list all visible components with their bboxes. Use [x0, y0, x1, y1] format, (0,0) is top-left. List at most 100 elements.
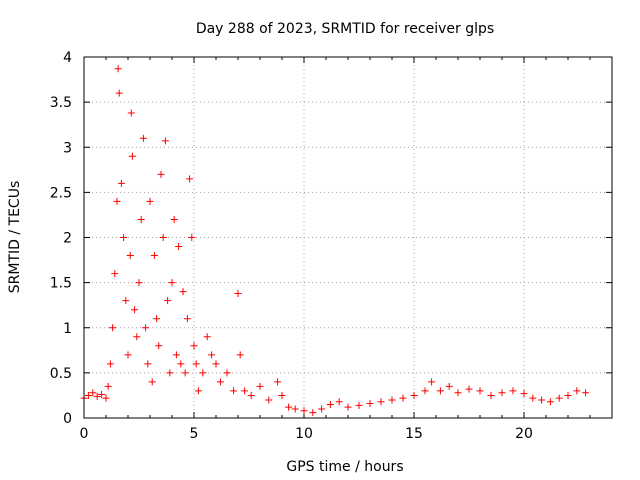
data-point [256, 382, 264, 390]
data-point [122, 297, 130, 305]
data-point [564, 391, 572, 399]
data-point [111, 270, 119, 278]
data-point [168, 279, 176, 287]
data-point [399, 394, 407, 402]
data-point [274, 378, 282, 386]
data-point [124, 351, 132, 359]
data-point [421, 387, 429, 395]
data-point [476, 387, 484, 395]
data-point [161, 137, 169, 145]
data-point [247, 391, 255, 399]
data-points [80, 65, 590, 417]
data-point [318, 405, 326, 413]
data-point [190, 342, 198, 350]
x-axis-title: GPS time / hours [286, 459, 403, 475]
x-tick-label: 15 [405, 426, 423, 442]
y-tick-label: 2.5 [50, 185, 72, 201]
data-point [131, 306, 139, 314]
data-point [355, 401, 363, 409]
data-point [241, 387, 249, 395]
x-tick-label: 5 [190, 426, 199, 442]
data-point [194, 387, 202, 395]
y-tick-label: 1.5 [50, 276, 72, 292]
plot-frame [83, 56, 613, 419]
data-point [146, 197, 154, 205]
data-point [538, 396, 546, 404]
data-point [520, 390, 528, 398]
data-point [157, 170, 165, 178]
data-point [135, 279, 143, 287]
data-point [498, 389, 506, 397]
data-point [117, 179, 125, 187]
data-point [164, 297, 172, 305]
data-point [144, 360, 152, 368]
data-point [139, 134, 147, 142]
data-point [216, 378, 224, 386]
y-axis-title: SRMTID / TECUs [7, 181, 23, 294]
data-point [573, 387, 581, 395]
data-point [436, 387, 444, 395]
data-point [208, 351, 216, 359]
data-point [133, 333, 141, 341]
data-point [127, 109, 135, 117]
data-point [300, 407, 308, 415]
data-point [555, 394, 563, 402]
data-point [509, 387, 517, 395]
data-point [175, 243, 183, 251]
data-point [183, 315, 191, 323]
data-point [366, 400, 374, 408]
data-point [203, 333, 211, 341]
data-point [142, 324, 150, 332]
data-point [546, 398, 554, 406]
data-point [106, 360, 114, 368]
data-point [454, 389, 462, 397]
data-point [128, 152, 136, 160]
data-point [309, 409, 317, 417]
data-point [377, 398, 385, 406]
data-point [465, 385, 473, 393]
data-point [410, 391, 418, 399]
data-point [137, 215, 145, 223]
data-point [192, 360, 200, 368]
data-point [89, 389, 97, 397]
data-point [285, 403, 293, 411]
y-tick-label: 3.5 [50, 95, 72, 111]
data-point [223, 369, 231, 377]
data-point [236, 351, 244, 359]
data-point [188, 234, 196, 241]
data-point [114, 65, 122, 73]
data-point [388, 396, 396, 404]
data-point [102, 394, 110, 402]
data-point [181, 369, 189, 377]
chart-title: Day 288 of 2023, SRMTID for receiver glp… [196, 21, 494, 37]
data-point [159, 234, 167, 241]
y-tick-label: 1 [63, 321, 72, 337]
tick-labels: 0 5 10 15 20 0 0.5 1 1.5 2 2.5 3 3.5 4 [50, 50, 533, 442]
data-point [104, 382, 112, 390]
x-tick-label: 0 [80, 426, 89, 442]
data-point [93, 392, 101, 400]
data-point [445, 382, 453, 390]
data-point [344, 403, 352, 411]
data-point [126, 252, 134, 260]
data-point [326, 400, 334, 408]
data-point [150, 252, 158, 260]
x-tick-label: 10 [295, 426, 313, 442]
y-tick-label: 4 [63, 50, 72, 66]
data-point [582, 389, 590, 397]
data-point [234, 289, 242, 297]
data-point [278, 391, 286, 399]
x-tick-label: 20 [515, 426, 533, 442]
data-point [113, 197, 121, 205]
data-point [487, 391, 495, 399]
data-point [120, 234, 128, 241]
data-point [170, 215, 178, 223]
data-point [335, 398, 343, 406]
data-point [115, 89, 123, 97]
y-tick-label: 2 [63, 231, 72, 247]
data-point [148, 378, 156, 386]
data-point [199, 369, 207, 377]
data-point [179, 288, 187, 296]
data-point [177, 360, 185, 368]
